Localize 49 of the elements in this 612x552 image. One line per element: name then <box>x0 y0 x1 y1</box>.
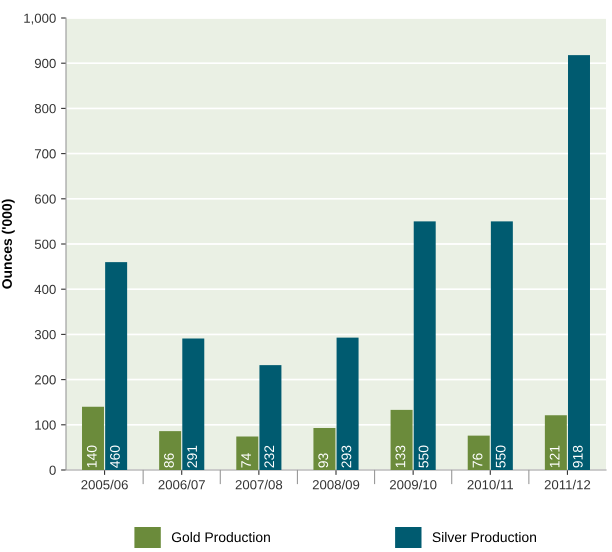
legend-label: Silver Production <box>432 532 536 542</box>
data-label: 550 <box>418 446 428 468</box>
bar <box>105 262 128 470</box>
bar <box>390 410 413 470</box>
x-tick-label: 2009/10 <box>390 480 436 490</box>
y-tick-label: 200 <box>34 375 56 385</box>
bar <box>236 436 258 470</box>
y-tick-label: 300 <box>34 330 56 340</box>
data-label: 76 <box>472 453 482 468</box>
x-tick-label: 2007/08 <box>236 480 282 490</box>
y-tick-label: 0 <box>49 466 56 475</box>
bar <box>544 415 567 470</box>
x-tick-label: 2006/07 <box>158 480 205 490</box>
y-tick-label: 1,000 <box>24 14 56 24</box>
bar <box>490 221 513 470</box>
bar <box>159 431 182 470</box>
data-label: 291 <box>187 446 198 468</box>
data-label: 133 <box>395 446 406 468</box>
data-label: 918 <box>572 446 583 468</box>
data-label: 460 <box>110 446 120 468</box>
data-label: 121 <box>550 446 560 468</box>
bar <box>336 338 359 470</box>
data-label: 74 <box>241 453 251 468</box>
y-axis-title: Ounces ('000) <box>2 199 15 289</box>
x-tick-label: 2010/11 <box>468 480 514 490</box>
data-label: 293 <box>341 446 352 468</box>
x-tick-label: 2005/06 <box>81 480 128 490</box>
data-label: 550 <box>496 446 506 468</box>
bar <box>82 406 104 470</box>
bar <box>568 55 590 470</box>
bar <box>313 428 336 470</box>
y-tick-label: 600 <box>34 194 56 204</box>
y-tick-label: 700 <box>34 149 56 159</box>
y-tick-label: 800 <box>34 104 56 114</box>
bar <box>259 365 282 470</box>
bar <box>182 338 204 470</box>
data-label: 86 <box>164 453 174 468</box>
bar <box>468 436 490 470</box>
data-label: 93 <box>318 453 328 468</box>
y-tick-label: 500 <box>34 240 56 249</box>
bar <box>414 221 436 470</box>
legend-label: Gold Production <box>172 532 270 542</box>
data-label: 140 <box>86 446 97 468</box>
y-tick-label: 100 <box>35 420 56 430</box>
y-tick-label: 900 <box>34 58 56 68</box>
x-tick-label: 2011/12 <box>544 480 590 490</box>
x-tick-label: 2008/09 <box>312 480 360 490</box>
data-label: 232 <box>264 446 274 468</box>
y-tick-label: 400 <box>34 284 56 294</box>
